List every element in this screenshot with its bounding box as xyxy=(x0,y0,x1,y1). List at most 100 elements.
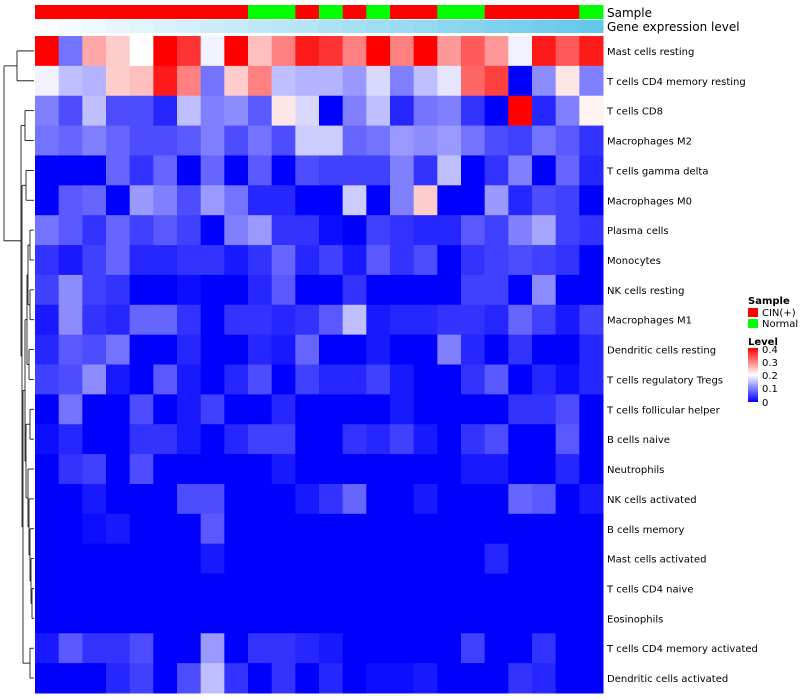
heatmap-cell xyxy=(153,364,178,395)
row-label: NK cells resting xyxy=(607,286,684,297)
heatmap-cell xyxy=(35,543,60,575)
heatmap-cell xyxy=(508,424,533,455)
heatmap-cell xyxy=(342,304,367,336)
heatmap-cell xyxy=(437,334,462,365)
heatmap-cell xyxy=(200,274,225,306)
heatmap-cell xyxy=(177,304,202,336)
heatmap-cell xyxy=(58,394,83,425)
heatmap-cell xyxy=(248,573,273,604)
heatmap-cell xyxy=(200,513,225,545)
heatmap-cell xyxy=(58,215,83,246)
heatmap-cell xyxy=(106,185,131,216)
heatmap-cell xyxy=(129,513,154,545)
heatmap-cell xyxy=(295,125,320,156)
heatmap-cell xyxy=(532,334,557,365)
heatmap-cell xyxy=(579,215,604,246)
heatmap-cell xyxy=(366,125,391,156)
heatmap-cell xyxy=(461,394,486,425)
heatmap-cell xyxy=(35,155,60,186)
heatmap-cell xyxy=(461,274,486,306)
heatmap-cell xyxy=(153,304,178,336)
heatmap-cell xyxy=(82,65,107,97)
heatmap-cell xyxy=(461,513,486,545)
heatmap-cell xyxy=(177,125,202,156)
heatmap-cell xyxy=(153,633,178,664)
heatmap-cell xyxy=(532,36,557,67)
heatmap-cell xyxy=(177,155,202,186)
heatmap-cell xyxy=(484,394,509,425)
heatmap-cell xyxy=(224,513,249,545)
heatmap-cell xyxy=(319,95,344,127)
heatmap-cell xyxy=(437,185,462,216)
heatmap-cell xyxy=(224,454,249,485)
heatmap-cell xyxy=(532,603,557,634)
heatmap-cell xyxy=(35,424,60,455)
heatmap-cell xyxy=(579,95,604,127)
heatmap-cell xyxy=(413,364,438,395)
heatmap-cell xyxy=(508,36,533,67)
heatmap-cell xyxy=(461,543,486,575)
heatmap-cell xyxy=(484,633,509,664)
heatmap-cell xyxy=(177,573,202,604)
heatmap-cell xyxy=(82,95,107,127)
heatmap-cell xyxy=(153,245,178,276)
heatmap-cell xyxy=(295,394,320,425)
heatmap-cell xyxy=(319,573,344,604)
sample-annotation-cell xyxy=(390,5,415,19)
heatmap-cell xyxy=(413,245,438,276)
heatmap-cell xyxy=(555,334,580,365)
heatmap-cell xyxy=(82,603,107,634)
heatmap-cell xyxy=(106,245,131,276)
heatmap-cell xyxy=(271,155,296,186)
heatmap-cell xyxy=(579,185,604,216)
gene-expression-annotation-cell xyxy=(153,20,178,33)
heatmap-cell xyxy=(532,394,557,425)
gene-expression-annotation-cell xyxy=(390,20,415,33)
heatmap-cell xyxy=(295,304,320,336)
heatmap-cell xyxy=(295,424,320,455)
heatmap-cell xyxy=(342,65,367,97)
heatmap-cell xyxy=(484,334,509,365)
heatmap-cell xyxy=(437,603,462,634)
heatmap-cell xyxy=(413,304,438,336)
heatmap-cell xyxy=(437,155,462,186)
heatmap-cell xyxy=(106,155,131,186)
heatmap-cell xyxy=(200,245,225,276)
heatmap-cell xyxy=(248,215,273,246)
row-labels: Mast cells resting T cells CD4 memory res… xyxy=(606,47,758,685)
heatmap-cell xyxy=(177,36,202,67)
heatmap-cell xyxy=(484,424,509,455)
sample-annotation-cell xyxy=(484,5,509,19)
heatmap-cell xyxy=(200,304,225,336)
heatmap-cell xyxy=(58,573,83,604)
heatmap-cell xyxy=(508,304,533,336)
heatmap-cell xyxy=(35,394,60,425)
heatmap-cell xyxy=(129,65,154,97)
heatmap-cell xyxy=(319,394,344,425)
heatmap-cell xyxy=(106,95,131,127)
heatmap-cell xyxy=(413,125,438,156)
heatmap-cell xyxy=(58,334,83,365)
heatmap-cell xyxy=(177,633,202,664)
heatmap-cell xyxy=(532,633,557,664)
heatmap-cell xyxy=(555,454,580,485)
heatmap-cell xyxy=(106,36,131,67)
heatmap-cell xyxy=(342,663,367,694)
heatmap-cell xyxy=(508,364,533,395)
heatmap-cell xyxy=(58,454,83,485)
heatmap-cell xyxy=(437,215,462,246)
sample-annotation-cell xyxy=(555,5,580,19)
heatmap-cell xyxy=(271,573,296,604)
heatmap-cell xyxy=(413,424,438,455)
heatmap-cell xyxy=(153,454,178,485)
heatmap-cell xyxy=(82,125,107,156)
heatmap-cell xyxy=(366,483,391,515)
heatmap-cell xyxy=(508,245,533,276)
heatmap-cell xyxy=(461,95,486,127)
heatmap-cell xyxy=(461,454,486,485)
gene-expression-annotation-cell xyxy=(532,20,557,33)
heatmap-cell xyxy=(153,95,178,127)
heatmap-cell xyxy=(271,274,296,306)
heatmap-cell xyxy=(508,125,533,156)
heatmap-cell xyxy=(461,245,486,276)
